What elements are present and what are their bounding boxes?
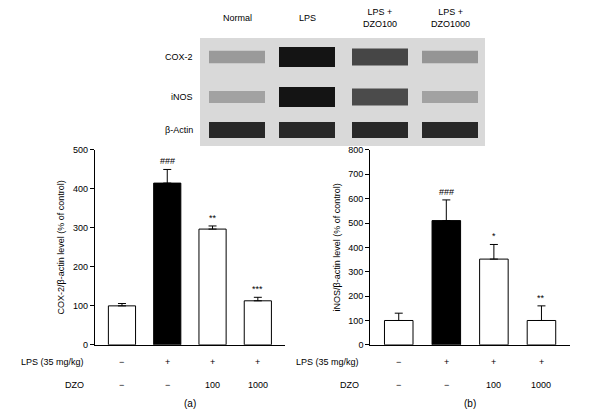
svg-text:(b): (b) [464, 398, 476, 409]
svg-text:COX-2: COX-2 [165, 52, 193, 62]
svg-text:1000: 1000 [531, 380, 551, 390]
svg-text:0: 0 [358, 340, 363, 350]
svg-text:*: * [492, 231, 496, 241]
svg-text:200: 200 [348, 291, 363, 301]
svg-text:###: ### [160, 156, 175, 166]
svg-text:700: 700 [348, 169, 363, 179]
svg-text:+: + [165, 357, 170, 367]
svg-text:−: − [119, 380, 124, 390]
svg-text:800: 800 [348, 145, 363, 155]
svg-text:200: 200 [73, 262, 88, 272]
svg-text:300: 300 [73, 223, 88, 233]
svg-text:100: 100 [486, 380, 501, 390]
svg-text:600: 600 [348, 194, 363, 204]
svg-text:iNOS: iNOS [171, 92, 193, 102]
svg-text:400: 400 [348, 243, 363, 253]
svg-text:iNOS/β-actin level (% of contr: iNOS/β-actin level (% of control) [332, 183, 342, 311]
svg-text:LPS +DZO100: LPS +DZO100 [363, 7, 397, 29]
svg-text:0: 0 [83, 340, 88, 350]
svg-text:1000: 1000 [248, 380, 268, 390]
svg-text:100: 100 [205, 380, 220, 390]
svg-text:COX-2/β-actin level (% of cont: COX-2/β-actin level (% of control) [56, 180, 66, 314]
svg-text:+: + [444, 357, 449, 367]
svg-text:+: + [491, 357, 496, 367]
svg-text:LPS (35 mg/kg): LPS (35 mg/kg) [296, 357, 359, 367]
svg-text:−: − [119, 357, 124, 367]
svg-text:DZO: DZO [340, 380, 359, 390]
svg-text:−: − [444, 380, 449, 390]
svg-text:+: + [255, 357, 260, 367]
svg-text:LPS (35 mg/kg): LPS (35 mg/kg) [21, 357, 84, 367]
svg-text:−: − [396, 380, 401, 390]
svg-text:LPS: LPS [299, 13, 316, 23]
svg-text:**: ** [537, 293, 545, 303]
svg-text:500: 500 [348, 218, 363, 228]
svg-text:(a): (a) [184, 398, 196, 409]
svg-text:100: 100 [73, 301, 88, 311]
svg-text:***: *** [252, 284, 263, 294]
svg-text:###: ### [439, 187, 454, 197]
svg-text:−: − [396, 357, 401, 367]
svg-text:DZO: DZO [65, 380, 84, 390]
svg-text:+: + [210, 357, 215, 367]
svg-text:+: + [539, 357, 544, 367]
svg-text:300: 300 [348, 267, 363, 277]
svg-text:**: ** [209, 213, 217, 223]
svg-text:500: 500 [73, 145, 88, 155]
svg-text:100: 100 [348, 316, 363, 326]
svg-text:−: − [165, 380, 170, 390]
svg-text:LPS +DZO1000: LPS +DZO1000 [431, 7, 470, 29]
svg-text:400: 400 [73, 184, 88, 194]
svg-text:β-Actin: β-Actin [165, 125, 193, 135]
svg-text:Normal: Normal [223, 13, 252, 23]
